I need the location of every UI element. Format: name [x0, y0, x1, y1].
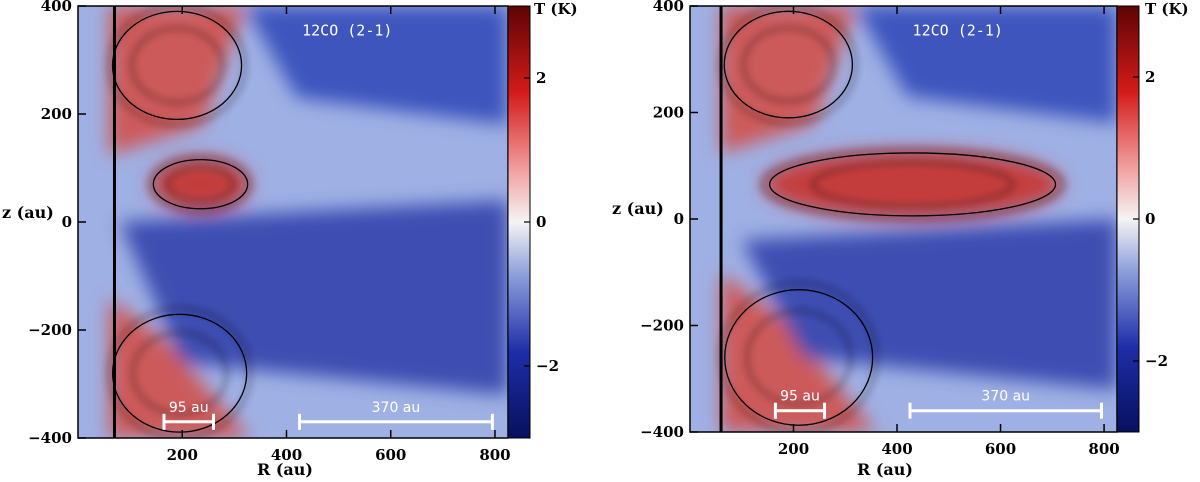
temperature-map [690, 6, 1117, 432]
y-tick-label: 0 [62, 213, 72, 231]
contour-line-lower_warm_layer [724, 289, 874, 426]
contour-line-midplane_warm_layer [768, 152, 1057, 217]
colorbar-label: T (K) [534, 0, 578, 18]
contour-line-upper_warm_layer [111, 10, 243, 121]
contour-line-upper_warm_layer [723, 10, 854, 119]
colorbar [508, 6, 530, 438]
contour-inner-lower_warm_layer [746, 310, 852, 405]
feature-upper-cold [855, 6, 1117, 124]
colorbar-tick-label: 0 [1145, 210, 1155, 228]
contour-line-midplane_warm_layer [152, 159, 249, 210]
x-tick-label: 200 [778, 440, 809, 458]
colorbar [1117, 6, 1139, 432]
x-tick-label: 200 [167, 446, 198, 464]
colorbar-label: T (K) [1145, 0, 1189, 18]
x-axis-label: R (au) [857, 460, 913, 479]
contours-sharp [723, 10, 1057, 426]
contour-lower_warm_layer [108, 307, 251, 438]
y-tick-label: 0 [674, 210, 684, 228]
map-blurred-field [721, 6, 1117, 432]
contour-inner-midplane_warm_layer [811, 162, 1014, 207]
x-tick-label: 800 [479, 446, 510, 464]
y-axis-label: z (au) [2, 203, 54, 222]
contour-midplane_warm_layer [150, 156, 251, 212]
y-tick-label: −200 [28, 321, 72, 339]
feature-cold_cone [741, 219, 1117, 390]
y-tick-label: 400 [653, 0, 684, 15]
feature-upper_warm_layer [721, 6, 856, 154]
x-tick-label: 800 [1088, 440, 1119, 458]
y-axis-label: z (au) [612, 199, 664, 218]
feature-midplane_warm_layer [762, 149, 1063, 219]
y-tick-label: 200 [653, 104, 684, 122]
contours-sharp [111, 10, 249, 433]
feature-lower_warm_layer [109, 298, 250, 438]
scale-bar-label: 370 au [981, 389, 1030, 405]
scale-bar-label: 95 au [169, 400, 209, 416]
contour-inner-lower_warm_layer [132, 332, 228, 415]
contour-midplane_warm_layer [761, 149, 1064, 220]
y-tick-label: −400 [640, 423, 684, 441]
y-tick-label: 400 [41, 0, 72, 15]
molecule-annotation: 12CO (2-1) [913, 21, 1003, 39]
feature-lower_warm_layer [721, 272, 877, 432]
x-tick-label: 600 [375, 446, 406, 464]
y-tick-label: −200 [640, 317, 684, 335]
x-axis-label: R (au) [257, 460, 313, 479]
x-tick-label: 400 [881, 440, 912, 458]
colorbar-tick-label: −2 [536, 357, 559, 375]
contour-line-lower_warm_layer [111, 313, 248, 433]
x-tick-label: 400 [271, 446, 302, 464]
contour-inner-upper_warm_layer [131, 27, 223, 104]
feature-midplane_warm_layer [150, 157, 250, 212]
contours [108, 6, 251, 438]
feature-upper-cold [244, 6, 508, 125]
x-tick-label: 600 [985, 440, 1016, 458]
contour-upper_warm_layer [108, 6, 246, 126]
colorbar-tick-label: 0 [536, 213, 546, 231]
contour-inner-upper_warm_layer [742, 27, 834, 102]
y-tick-label: −400 [28, 429, 72, 447]
colorbar-tick-label: 2 [1145, 68, 1155, 86]
map-blurred-field [109, 6, 508, 438]
scale-bar-label: 370 au [372, 400, 421, 416]
contour-inner-midplane_warm_layer [166, 166, 235, 202]
y-tick-label: 200 [41, 105, 72, 123]
scale-bar-label: 95 au [780, 389, 820, 405]
colorbar-tick-label: 2 [536, 69, 546, 87]
temperature-map [78, 6, 508, 438]
colorbar-tick-label: −2 [1145, 352, 1168, 370]
feature-cold_cone [119, 200, 508, 395]
molecule-annotation: 12CO (2-1) [302, 22, 392, 40]
